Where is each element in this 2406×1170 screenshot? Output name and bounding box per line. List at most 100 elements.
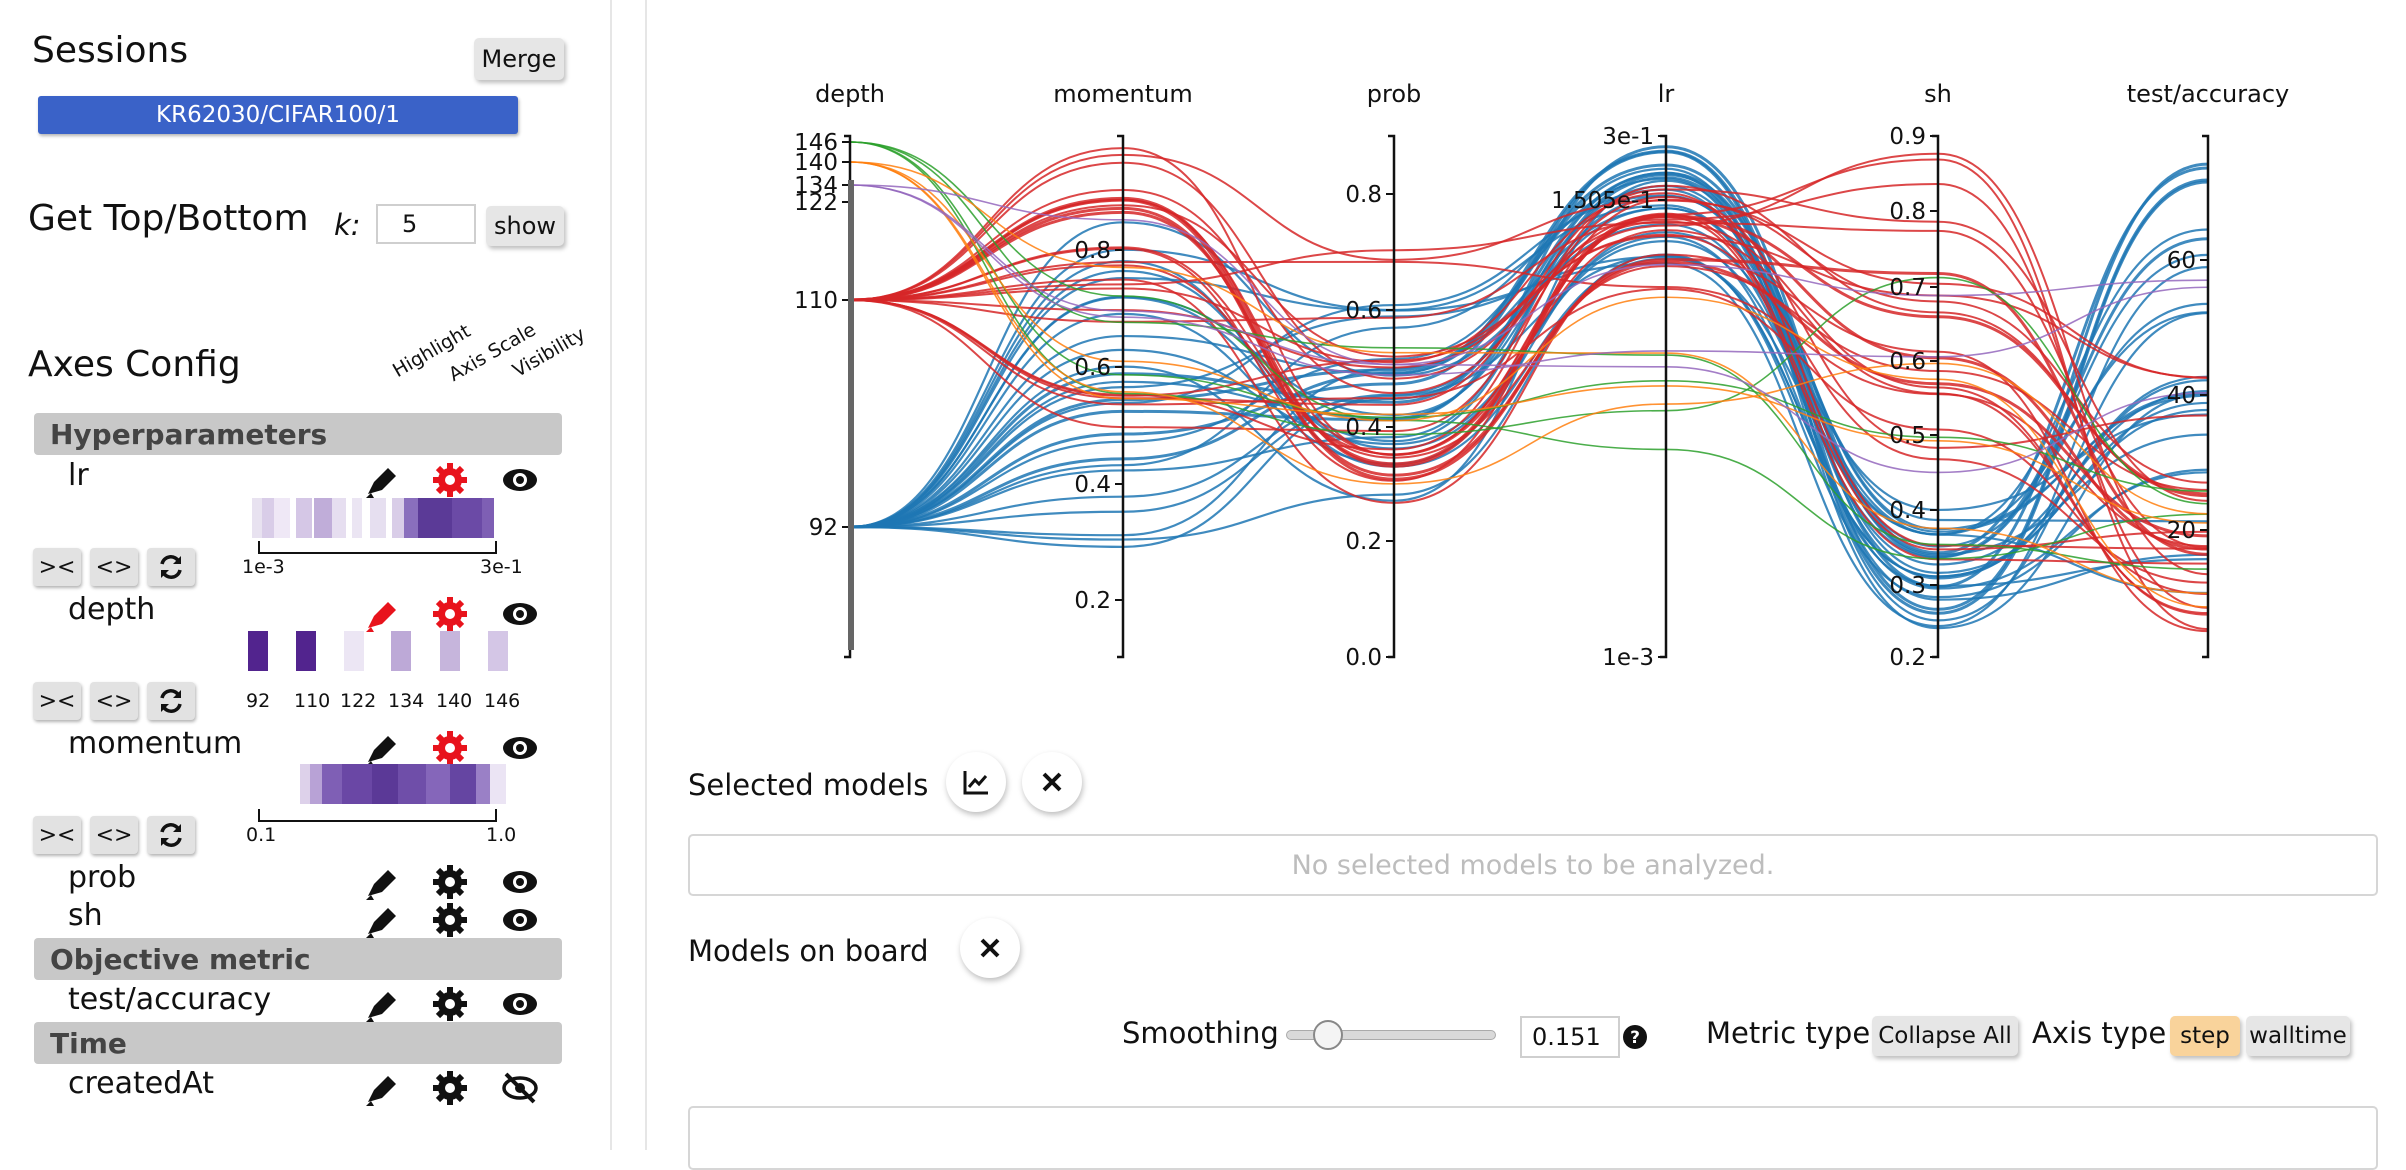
axis-tick-label: 0.4 xyxy=(1074,472,1111,498)
k-input[interactable]: 5 xyxy=(376,204,476,244)
highlight-marker-icon[interactable] xyxy=(362,1068,402,1108)
highlight-marker-icon[interactable] xyxy=(362,984,402,1024)
momentum-range-max: 1.0 xyxy=(486,824,517,846)
axis-tick-label: 146 xyxy=(794,130,838,156)
model-line[interactable] xyxy=(849,206,2209,538)
session-item[interactable]: KR62030/CIFAR100/1 xyxy=(38,96,518,134)
model-line[interactable] xyxy=(849,171,2209,615)
model-line[interactable] xyxy=(849,167,2209,622)
smoothing-input[interactable]: 0.151 xyxy=(1520,1016,1620,1058)
gear-icon[interactable] xyxy=(430,594,470,634)
close-icon[interactable] xyxy=(1022,752,1082,812)
slider-thumb[interactable] xyxy=(1313,1020,1344,1050)
shrink-button[interactable]: >< xyxy=(33,816,81,854)
depth-brush[interactable] xyxy=(848,180,854,650)
axis-tick-label: 20 xyxy=(2167,518,2196,544)
highlight-marker-icon[interactable] xyxy=(362,728,402,768)
axis-tick-label: 0.8 xyxy=(1074,238,1111,264)
help-icon[interactable]: ? xyxy=(1622,1024,1648,1050)
model-line[interactable] xyxy=(849,141,2209,570)
momentum-range-min: 0.1 xyxy=(246,824,277,846)
axis-type-step-button[interactable]: step xyxy=(2170,1016,2240,1056)
gear-icon[interactable] xyxy=(430,984,470,1024)
expand-button[interactable]: <> xyxy=(90,816,138,854)
collapse-all-button[interactable]: Collapse All xyxy=(1872,1016,2018,1056)
gear-icon[interactable] xyxy=(430,900,470,940)
model-line[interactable] xyxy=(849,141,2209,560)
model-line[interactable] xyxy=(849,221,2209,549)
shrink-button[interactable]: >< xyxy=(33,548,81,586)
model-line[interactable] xyxy=(849,262,2209,628)
axis-type-label: Axis type xyxy=(2032,1016,2167,1050)
axis-tick-label: 134 xyxy=(794,173,838,199)
eye-icon[interactable] xyxy=(500,984,540,1024)
param-lr-label: lr xyxy=(68,458,89,493)
depth-tick: 140 xyxy=(436,690,473,712)
model-line[interactable] xyxy=(849,161,2209,608)
axis-type-walltime-button[interactable]: walltime xyxy=(2246,1016,2350,1056)
lr-range-axis xyxy=(258,540,498,554)
axis-tick-label: 92 xyxy=(809,515,838,541)
depth-tick: 92 xyxy=(246,690,271,712)
axis-title: depth xyxy=(815,80,885,108)
highlight-marker-icon[interactable] xyxy=(362,862,402,902)
axis-title: prob xyxy=(1367,80,1422,108)
model-line[interactable] xyxy=(849,195,2209,449)
axis-tick-label: 0.5 xyxy=(1889,423,1926,449)
model-line[interactable] xyxy=(849,210,2209,551)
eye-icon[interactable] xyxy=(500,594,540,634)
refresh-icon[interactable] xyxy=(147,548,195,586)
smoothing-slider[interactable] xyxy=(1286,1020,1496,1050)
eye-icon[interactable] xyxy=(500,900,540,940)
sidebar: Sessions Merge KR62030/CIFAR100/1 Get To… xyxy=(0,0,612,1150)
expand-button[interactable]: <> xyxy=(90,548,138,586)
gear-icon[interactable] xyxy=(430,1068,470,1108)
highlight-marker-icon[interactable] xyxy=(362,900,402,940)
gear-icon[interactable] xyxy=(430,460,470,500)
eye-slash-icon[interactable] xyxy=(500,1068,540,1108)
param-momentum-label: momentum xyxy=(68,726,243,761)
close-icon[interactable] xyxy=(960,918,1020,978)
merge-button[interactable]: Merge xyxy=(474,38,564,80)
refresh-icon[interactable] xyxy=(147,816,195,854)
model-line[interactable] xyxy=(849,204,2209,379)
show-button[interactable]: show xyxy=(486,206,564,246)
model-line[interactable] xyxy=(849,184,2209,366)
shrink-button[interactable]: >< xyxy=(33,682,81,720)
axis-test-accuracy[interactable]: test/accuracy 60 40 20 xyxy=(2127,80,2289,659)
eye-icon[interactable] xyxy=(500,728,540,768)
axis-tick-label: 140 xyxy=(794,150,838,176)
model-line[interactable] xyxy=(849,184,2209,376)
model-line[interactable] xyxy=(849,184,2209,474)
axis-sh[interactable]: sh 0.9 0.8 0.7 0.6 0.5 0.4 0.3 0.2 xyxy=(1889,80,1951,671)
gear-icon[interactable] xyxy=(430,862,470,902)
eye-icon[interactable] xyxy=(500,862,540,902)
axis-momentum[interactable]: momentum 0.8 0.6 0.4 0.2 xyxy=(1053,80,1193,659)
model-line[interactable] xyxy=(849,158,2209,631)
axis-title: test/accuracy xyxy=(2127,80,2289,108)
model-line[interactable] xyxy=(849,231,2209,529)
lr-range-min: 1e-3 xyxy=(242,556,285,578)
models-on-board-title: Models on board xyxy=(688,934,929,968)
axis-prob[interactable]: prob 0.8 0.6 0.4 0.2 0.0 xyxy=(1345,80,1421,671)
axis-tick-label: 0.2 xyxy=(1074,588,1111,614)
eye-icon[interactable] xyxy=(500,460,540,500)
gear-icon[interactable] xyxy=(430,728,470,768)
highlight-marker-icon[interactable] xyxy=(362,460,402,500)
model-line[interactable] xyxy=(849,246,2209,491)
refresh-icon[interactable] xyxy=(147,682,195,720)
highlight-marker-icon[interactable] xyxy=(362,594,402,634)
model-line[interactable] xyxy=(849,141,2209,505)
line-chart-icon[interactable] xyxy=(946,752,1006,812)
model-line[interactable] xyxy=(849,161,2209,524)
expand-button[interactable]: <> xyxy=(90,682,138,720)
model-line[interactable] xyxy=(849,161,2209,595)
model-line[interactable] xyxy=(849,194,2209,548)
model-line[interactable] xyxy=(849,161,2209,515)
model-line[interactable] xyxy=(849,188,2209,502)
momentum-distribution xyxy=(300,764,510,804)
